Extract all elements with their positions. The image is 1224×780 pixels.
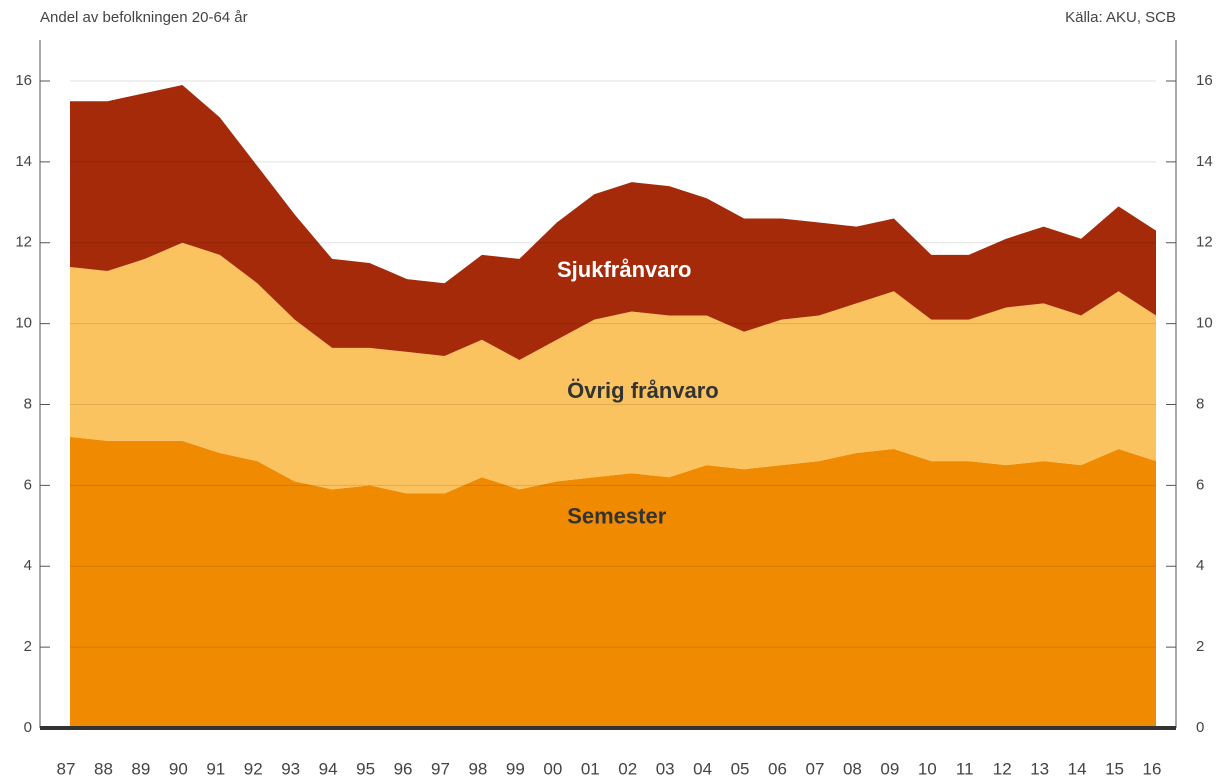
y-tick-label: 4: [24, 557, 32, 574]
y-tick-label: 0: [24, 719, 32, 736]
area: [70, 242, 1156, 494]
y-tick-label: 14: [15, 153, 32, 170]
y-tick-label: 2: [24, 638, 32, 655]
x-tick-label: 08: [843, 759, 862, 778]
x-tick-label: 01: [581, 759, 600, 778]
x-tick-label: 09: [880, 759, 899, 778]
x-tick-label: 99: [506, 759, 525, 778]
x-tick-label: 93: [281, 759, 300, 778]
x-tick-label: 05: [731, 759, 750, 778]
x-tick-label: 03: [656, 759, 675, 778]
y-tick-label: 6: [24, 476, 32, 493]
y-tick-label: 16: [15, 72, 32, 89]
x-tick-label: 13: [1030, 759, 1049, 778]
y2-tick-label: 16: [1196, 72, 1213, 89]
series-label: Övrig frånvaro: [567, 378, 719, 403]
x-tick-label: 96: [394, 759, 413, 778]
subtitle: Andel av befolkningen 20-64 år: [40, 9, 248, 26]
y2-tick-label: 12: [1196, 234, 1213, 251]
y2-tick-label: 2: [1196, 638, 1204, 655]
x-tick-label: 06: [768, 759, 787, 778]
x-tick-label: 97: [431, 759, 450, 778]
series-label: Semester: [567, 504, 667, 529]
x-tick-label: 16: [1143, 759, 1162, 778]
x-tick-label: 04: [693, 759, 712, 778]
series-label: Sjukfrånvaro: [557, 257, 692, 282]
x-tick-label: 02: [618, 759, 637, 778]
source: Källa: AKU, SCB: [1065, 9, 1176, 26]
x-tick-label: 00: [543, 759, 562, 778]
x-tick-label: 14: [1068, 759, 1087, 778]
y2-tick-label: 8: [1196, 395, 1204, 412]
y2-tick-label: 10: [1196, 315, 1213, 332]
x-tick-label: 10: [918, 759, 937, 778]
x-tick-label: 15: [1105, 759, 1124, 778]
y-tick-label: 12: [15, 234, 32, 251]
y2-tick-label: 0: [1196, 719, 1204, 736]
y-tick-label: 10: [15, 315, 32, 332]
x-tick-label: 98: [468, 759, 487, 778]
x-tick-label: 90: [169, 759, 188, 778]
area: [70, 436, 1156, 728]
x-tick-label: 89: [131, 759, 150, 778]
x-tick-label: 94: [319, 759, 338, 778]
x-tick-label: 87: [57, 759, 76, 778]
x-tick-label: 88: [94, 759, 113, 778]
x-tick-label: 92: [244, 759, 263, 778]
x-tick-label: 91: [206, 759, 225, 778]
area: [70, 85, 1156, 361]
x-tick-label: 07: [806, 759, 825, 778]
y-tick-label: 8: [24, 395, 32, 412]
y2-tick-label: 14: [1196, 153, 1213, 170]
x-tick-label: 95: [356, 759, 375, 778]
y2-tick-label: 6: [1196, 476, 1204, 493]
y2-tick-label: 4: [1196, 557, 1204, 574]
x-tick-label: 12: [993, 759, 1012, 778]
x-tick-label: 11: [956, 759, 974, 778]
